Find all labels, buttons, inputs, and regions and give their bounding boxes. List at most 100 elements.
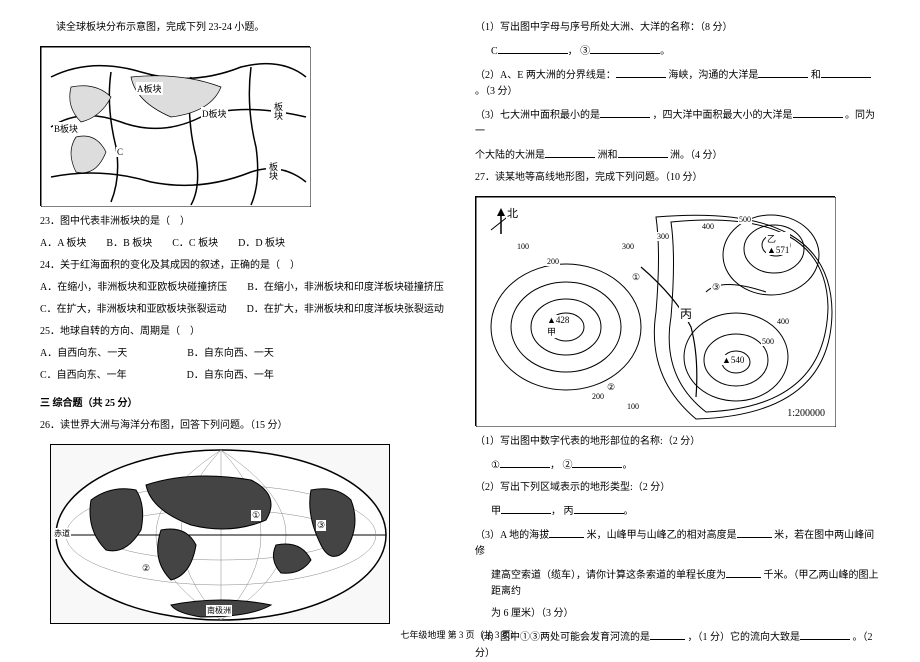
blank-q27-2b	[574, 502, 624, 514]
place-bing: 丙	[679, 305, 693, 322]
q27-3d: 建高空索道（缆车），请你计算这条索道的单程长度为	[491, 570, 726, 581]
blank-q27-2a	[501, 502, 551, 514]
left-column: 读全球板块分布示意图，完成下列 23-24 小题。 A板块 B板块 C D板块 …	[40, 20, 445, 619]
q24-opt-d: D．在扩大，非洲板块和印度洋板块张裂运动	[247, 302, 444, 318]
q26-intro: 26．读世界大洲与海洋分布图，回答下列问题。（15 分）	[40, 418, 445, 434]
q27-1: （1）写出图中数字代表的地形部位的名称:（2 分）	[475, 434, 880, 450]
q27-2-bing: 丙	[564, 506, 574, 517]
q27-3-l2: 建高空索道（缆车），请你计算这条索道的单程长度为 千米。（甲乙两山峰的图上距离约	[475, 566, 880, 600]
north-label: 北	[506, 205, 519, 221]
cv-200b: 200	[591, 392, 605, 401]
q24-options-2: C．在扩大，非洲板块和亚欧板块张裂运动 D．在扩大，非洲板块和印度洋板块张裂运动	[40, 302, 445, 318]
q26-3-l1: （3）七大洲中面积最小的是 ，四大洋中面积最大小的大洋是 。同为一	[475, 106, 880, 140]
q26-3-l2: 个大陆的大洲是 洲和 洲。（4 分）	[475, 146, 880, 164]
q25-opt-d: D．自东向西、一年	[187, 368, 274, 384]
q27-1-m2: ②	[562, 460, 572, 471]
q24-options-1: A．在缩小，非洲板块和亚欧板块碰撞挤压 B．在缩小，非洲板块和印度洋板块碰撞挤压	[40, 280, 445, 296]
plate-label-e: 板块	[271, 102, 286, 120]
plates-intro: 读全球板块分布示意图，完成下列 23-24 小题。	[40, 20, 445, 36]
section-3-title: 三 综合题（共 25 分）	[40, 396, 445, 412]
plate-label-f: 板块	[266, 162, 281, 180]
q25-options-2: C．自西向东、一年 D．自东向西、一年	[40, 368, 445, 384]
blank-q27-3a	[549, 526, 584, 538]
marker-2: ②	[606, 382, 616, 393]
q26-1-c-label: C	[491, 46, 498, 57]
marker-1: ①	[631, 272, 641, 283]
q26-3-l2b: 洲和	[598, 150, 618, 161]
blank-q26-2a	[616, 66, 666, 78]
page-footer: 七年级地理 第 3 页（共 3 页）	[0, 628, 920, 641]
plate-label-c: C	[116, 147, 124, 157]
plate-label-d: D板块	[201, 107, 228, 120]
q25-stem: 25．地球自转的方向、周期是（ ）	[40, 324, 445, 340]
cv-500a: 500	[738, 215, 752, 224]
world-label-1: ①	[251, 510, 261, 521]
cv-100a: 100	[516, 242, 530, 251]
cv-300b: 300	[656, 232, 670, 241]
q24-stem: 24．关于红海面积的变化及其成因的叙述，正确的是（ ）	[40, 258, 445, 274]
q26-2: （2）A、E 两大洲的分界线是： 海峡，沟通的大洋是 和 。（3 分）	[475, 66, 880, 100]
blank-q27-1b	[572, 456, 622, 468]
blank-q26-3d	[618, 146, 668, 158]
peak-yi: 乙▲571	[766, 232, 790, 255]
q26-2-b: 海峡，沟通的大洋是	[668, 70, 758, 81]
blank-q26-2b	[758, 66, 808, 78]
q27-2: （2）写出下列区域表示的地形类型:（2 分）	[475, 480, 880, 496]
contour-map: 北 ▲428甲 乙▲571 ▲540 丙 300 300 400 500 200…	[475, 196, 835, 426]
q26-1: （1）写出图中字母与序号所处大洲、大洋的名称：（8 分）	[475, 20, 880, 36]
q26-2-a: （2）A、E 两大洲的分界线是：	[475, 70, 616, 81]
world-label-antarctica: 南极洲	[206, 605, 232, 616]
q26-2-c: 和	[811, 70, 821, 81]
blank-q26-3c	[545, 146, 595, 158]
q27-intro: 27．读某地等高线地形图，完成下列问题。（10 分）	[475, 170, 880, 186]
plates-map: A板块 B板块 C D板块 板块 板块	[40, 46, 310, 206]
q24-opt-b: B．在缩小，非洲板块和印度洋板块碰撞挤压	[247, 280, 444, 296]
world-map: ① ② ③ 南极洲 赤道	[50, 444, 390, 624]
q25-opt-c: C．自西向东、一年	[40, 368, 127, 384]
q27-3b: 米，山峰甲与山峰乙的相对高度是	[587, 530, 737, 541]
q23-options: A．A 板块 B．B 板块 C．C 板块 D．D 板块	[40, 236, 445, 252]
q23-stem: 23．图中代表非洲板块的是（ ）	[40, 214, 445, 230]
q26-2-d: 。（3 分）	[475, 86, 518, 97]
q27-1-blanks: ①， ②。	[475, 456, 880, 474]
cv-400b: 400	[776, 317, 790, 326]
q26-3-b: ，四大洋中面积最大小的大洋是	[653, 110, 793, 121]
plate-label-b: B板块	[53, 122, 79, 135]
q23-opt-c: C．C 板块	[172, 236, 218, 252]
blank-q27-3b	[737, 526, 772, 538]
q25-opt-a: A．自西向东、一天	[40, 346, 127, 362]
q23-opt-d: D．D 板块	[238, 236, 285, 252]
q27-3-l1: （3）A 地的海拔 米，山峰甲与山峰乙的相对高度是 米，若在图中两山峰间修	[475, 526, 880, 560]
q24-opt-a: A．在缩小，非洲板块和亚欧板块碰撞挤压	[40, 280, 227, 296]
blank-3	[590, 42, 660, 54]
q27-2-jia: 甲	[491, 506, 501, 517]
blank-c	[498, 42, 568, 54]
q26-1-3-label: ③	[580, 46, 590, 57]
q26-3-l2a: 个大陆的大洲是	[475, 150, 545, 161]
world-label-equator: 赤道	[53, 528, 71, 539]
q25-options-1: A．自西向东、一天 B．自东向西、一天	[40, 346, 445, 362]
marker-3: ③	[711, 282, 721, 293]
blank-q26-3a	[600, 106, 650, 118]
q27-3a: （3）A 地的海拔	[475, 530, 549, 541]
blank-q26-2c	[821, 66, 871, 78]
peak-jia: ▲428甲	[546, 315, 570, 338]
cv-100b: 100	[626, 402, 640, 411]
cv-200a: 200	[546, 257, 560, 266]
q26-3-a: （3）七大洲中面积最小的是	[475, 110, 600, 121]
blank-q26-3b	[793, 106, 843, 118]
q23-opt-a: A．A 板块	[40, 236, 86, 252]
q27-2-blanks: 甲， 丙。	[475, 502, 880, 520]
q26-1-blanks: C， ③。	[475, 42, 880, 60]
right-column: （1）写出图中字母与序号所处大洲、大洋的名称：（8 分） C， ③。 （2）A、…	[475, 20, 880, 619]
world-label-3: ③	[316, 520, 326, 531]
cv-300a: 300	[621, 242, 635, 251]
cv-400a: 400	[701, 222, 715, 231]
q23-opt-b: B．B 板块	[106, 236, 152, 252]
plate-label-a: A板块	[136, 82, 163, 95]
q27-3-l3: 为 6 厘米）（3 分）	[475, 606, 880, 622]
peak-540: ▲540	[721, 355, 745, 365]
q25-opt-b: B．自东向西、一天	[187, 346, 274, 362]
blank-q27-3c	[726, 566, 761, 578]
scale-label: 1:200000	[786, 408, 826, 419]
